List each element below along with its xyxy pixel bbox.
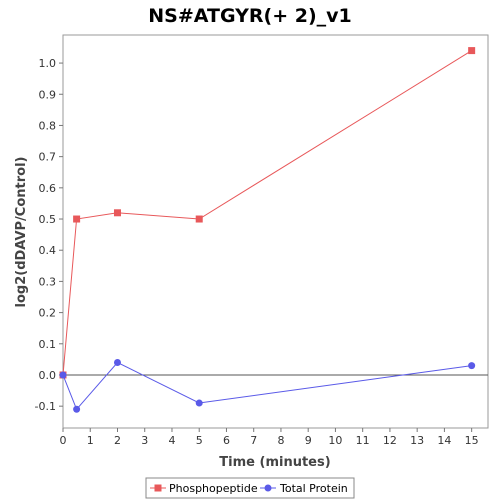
legend-label-phosphopeptide: Phosphopeptide [169, 482, 258, 495]
y-tick-label: 0.7 [39, 151, 57, 164]
data-point-phosphopeptide [468, 47, 476, 55]
x-tick-label: 1 [87, 434, 94, 447]
legend-box [145, 477, 355, 499]
y-tick-label: 0.5 [39, 213, 57, 226]
x-tick-label: 7 [250, 434, 257, 447]
x-tick-label: 10 [328, 434, 342, 447]
x-tick-label: 12 [383, 434, 397, 447]
plot-area [62, 34, 489, 429]
y-tick-label: 0.9 [39, 88, 57, 101]
data-point-phosphopeptide [113, 209, 121, 217]
x-tick-label: 3 [141, 434, 148, 447]
x-axis-label: Time (minutes) [219, 455, 330, 470]
x-tick-label: 13 [410, 434, 424, 447]
chart-title: NS#ATGYR(+ 2)_v1 [148, 5, 352, 27]
x-tick-label: 5 [196, 434, 203, 447]
x-tick-label: 14 [437, 434, 451, 447]
x-tick-label: 2 [114, 434, 121, 447]
legend-swatch-marker-phosphopeptide [154, 484, 162, 492]
legend-swatch-marker-total-protein [264, 484, 272, 492]
y-tick-label: 1.0 [39, 57, 57, 70]
series-layer [59, 47, 476, 413]
x-tick-label: 4 [168, 434, 175, 447]
y-tick-label: 0.1 [39, 338, 57, 351]
x-tick-label: 8 [277, 434, 284, 447]
data-point-total-protein [468, 362, 476, 370]
y-tick-label: 0.0 [39, 369, 57, 382]
data-point-total-protein [195, 399, 203, 407]
y-tick-label: 0.3 [39, 275, 57, 288]
y-tick-label: 0.6 [39, 182, 57, 195]
data-point-total-protein [59, 371, 67, 379]
x-tick-label: 0 [60, 434, 67, 447]
y-tick-label: 0.2 [39, 307, 57, 320]
data-point-total-protein [73, 405, 81, 413]
x-tick-label: 6 [223, 434, 230, 447]
x-tick-label: 11 [356, 434, 370, 447]
axes: -0.10.00.10.20.30.40.50.60.70.80.91.00 1 2… [35, 57, 488, 447]
data-point-phosphopeptide [195, 215, 203, 223]
y-tick-label: 0.8 [39, 119, 57, 132]
legend-label-total-protein: Total Protein [279, 482, 348, 495]
x-tick-label: 15 [465, 434, 479, 447]
y-tick-label: -0.1 [35, 400, 56, 413]
x-tick-label: 9 [305, 434, 312, 447]
legend: Phosphopeptide Total Protein [145, 477, 355, 499]
y-tick-label: 0.4 [39, 244, 57, 257]
data-point-total-protein [113, 359, 121, 366]
data-point-phosphopeptide [73, 215, 81, 223]
y-axis-label: log2(dDAVP/Control) [14, 157, 29, 308]
